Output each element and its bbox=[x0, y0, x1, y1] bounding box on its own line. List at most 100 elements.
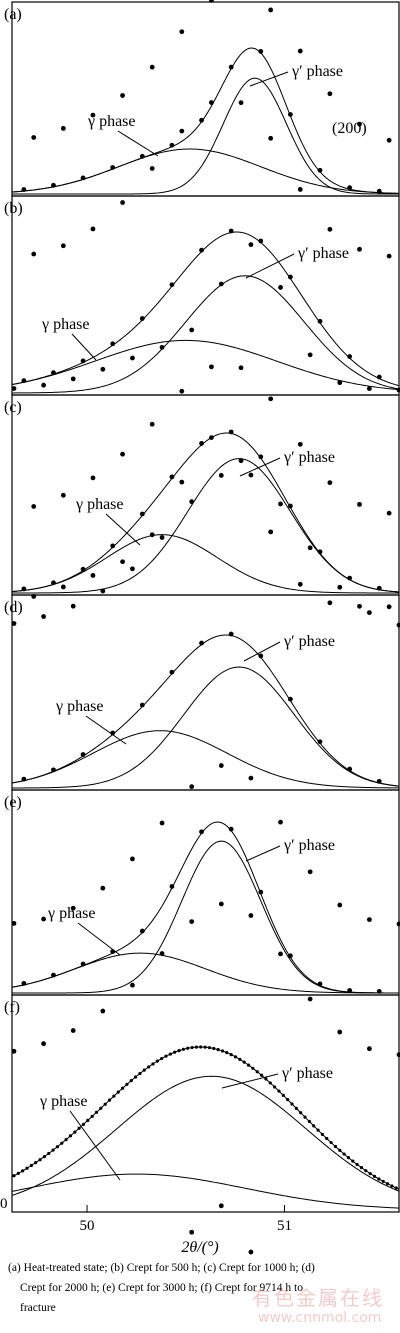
measured-point bbox=[21, 586, 27, 592]
measured-point bbox=[248, 472, 254, 478]
measured-point bbox=[290, 1102, 294, 1106]
measured-point bbox=[386, 137, 392, 143]
measured-point bbox=[342, 1152, 346, 1156]
measured-point bbox=[273, 1085, 277, 1089]
measured-point bbox=[60, 492, 66, 498]
measured-point bbox=[312, 1124, 316, 1128]
panel-d: (d) γ phase γ′ phase bbox=[4, 364, 400, 1058]
fitted-sum-curve bbox=[11, 634, 400, 787]
measured-point bbox=[47, 1151, 51, 1156]
measured-point bbox=[376, 989, 382, 994]
figure-caption: (a) Heat-treated state; (b) Crept for 50… bbox=[8, 1258, 396, 1318]
measured-point bbox=[80, 175, 86, 181]
caption-line-1: (a) Heat-treated state; (b) Crept for 50… bbox=[8, 1262, 315, 1274]
measured-point bbox=[179, 388, 185, 394]
measured-point bbox=[11, 386, 17, 391]
measured-point bbox=[238, 365, 244, 371]
gamma-peak-curve bbox=[11, 1173, 400, 1209]
x-tick-51: 51 bbox=[277, 1218, 292, 1234]
measured-point bbox=[169, 142, 175, 148]
measured-point bbox=[55, 1145, 60, 1149]
measured-point bbox=[100, 1008, 106, 1014]
measured-point bbox=[103, 1102, 107, 1106]
measured-point bbox=[385, 1182, 390, 1186]
measured-point bbox=[203, 1045, 207, 1049]
measured-point bbox=[347, 766, 353, 772]
measured-point bbox=[268, 396, 274, 402]
measured-point bbox=[80, 566, 86, 572]
measured-point bbox=[16, 1171, 20, 1175]
measured-point bbox=[142, 1068, 146, 1072]
measured-point bbox=[130, 355, 135, 361]
measured-point bbox=[21, 187, 27, 192]
measured-point bbox=[386, 604, 392, 610]
measured-point bbox=[147, 1065, 151, 1069]
fitted-sum-curve bbox=[11, 231, 400, 387]
measured-point bbox=[229, 1053, 233, 1057]
measured-point bbox=[70, 603, 76, 609]
measured-point bbox=[151, 1062, 155, 1066]
measured-point bbox=[317, 318, 323, 324]
measured-point bbox=[258, 653, 264, 659]
measured-point bbox=[347, 354, 353, 359]
measured-point bbox=[346, 1156, 351, 1160]
measured-point bbox=[294, 1106, 298, 1110]
measured-point bbox=[100, 885, 106, 891]
measured-point bbox=[139, 153, 145, 159]
measured-point bbox=[377, 1177, 381, 1181]
measured-point bbox=[189, 327, 195, 333]
measured-point bbox=[21, 776, 27, 782]
measured-point bbox=[90, 226, 96, 232]
measured-point bbox=[216, 1047, 220, 1052]
x-tick-50: 50 bbox=[80, 1218, 95, 1234]
measured-point bbox=[307, 1119, 311, 1124]
measured-point bbox=[116, 1090, 120, 1094]
measured-point bbox=[12, 1174, 16, 1178]
measured-point bbox=[347, 185, 353, 191]
measured-point bbox=[51, 370, 56, 376]
measured-point bbox=[159, 820, 165, 826]
gamma-prime-leader-line bbox=[239, 457, 281, 477]
measured-point bbox=[255, 1070, 259, 1074]
caption-line-2: Crept for 2000 h; (e) Crept for 3000 h; … bbox=[20, 1282, 303, 1294]
panel-label: (c) bbox=[4, 399, 22, 416]
measured-point bbox=[258, 49, 264, 54]
measured-point bbox=[77, 1126, 81, 1130]
panel-label: (d) bbox=[4, 599, 23, 616]
measured-point bbox=[337, 902, 343, 908]
measured-point bbox=[149, 532, 155, 538]
gamma-prime-peak-curve bbox=[11, 1075, 400, 1196]
measured-point bbox=[228, 228, 234, 234]
measured-point bbox=[288, 112, 293, 117]
measured-point bbox=[366, 917, 372, 922]
measured-point bbox=[41, 916, 46, 922]
measured-point bbox=[248, 1249, 254, 1255]
measured-point bbox=[376, 374, 382, 380]
measured-point bbox=[207, 1046, 212, 1050]
fitted-sum-curve bbox=[11, 821, 399, 994]
measured-point bbox=[60, 1141, 64, 1145]
measured-point bbox=[212, 1046, 216, 1051]
measured-point bbox=[38, 1158, 42, 1162]
gamma-phase-label: γ phase bbox=[41, 316, 90, 333]
gamma-prime-phase-label: γ′ phase bbox=[283, 449, 335, 466]
measured-point bbox=[60, 584, 66, 590]
measured-point bbox=[376, 188, 382, 194]
measured-point bbox=[139, 928, 145, 934]
measured-point bbox=[110, 165, 116, 170]
gamma-prime-peak-curve bbox=[12, 458, 400, 594]
gamma-prime-leader-line bbox=[243, 641, 281, 662]
measured-point bbox=[70, 376, 76, 382]
measured-point bbox=[376, 585, 382, 591]
measured-point bbox=[325, 1136, 329, 1141]
measured-point bbox=[80, 961, 86, 967]
fitted-sum-curve bbox=[11, 47, 400, 194]
gamma-prime-phase-label: γ′ phase bbox=[297, 245, 349, 262]
gamma-prime-phase-label: γ′ phase bbox=[283, 837, 335, 854]
measured-point bbox=[307, 545, 313, 551]
measured-point bbox=[70, 905, 76, 911]
measured-point bbox=[110, 543, 116, 549]
gamma-peak-curve bbox=[11, 952, 399, 994]
measured-point bbox=[129, 1079, 133, 1083]
measured-point bbox=[297, 581, 303, 587]
